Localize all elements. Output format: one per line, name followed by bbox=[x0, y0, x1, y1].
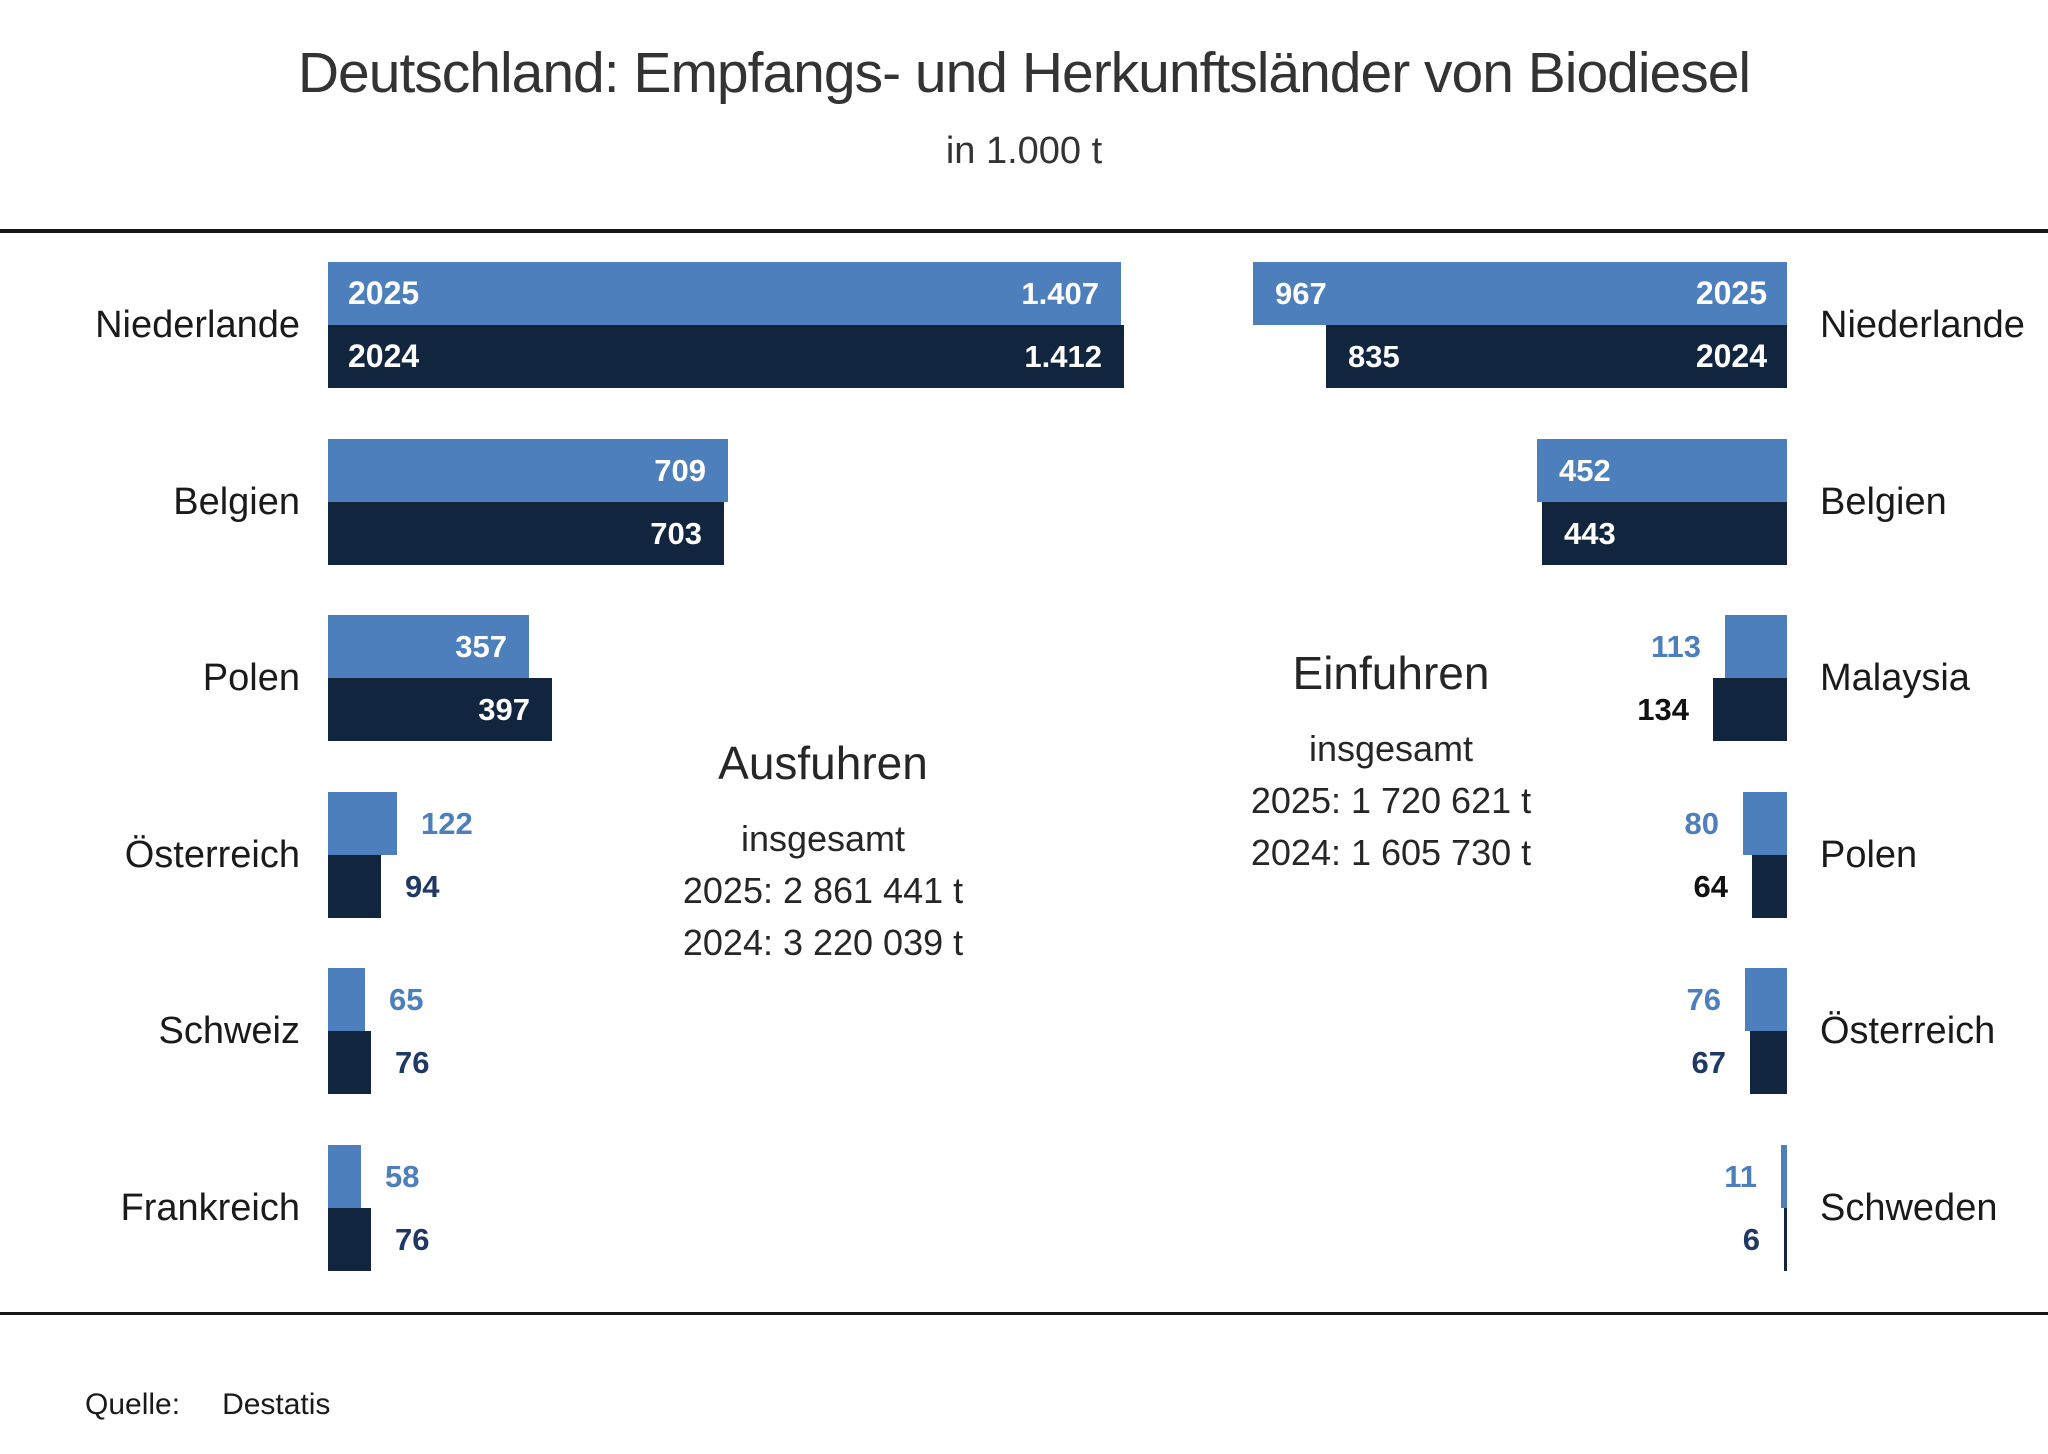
bar-2025-schweden bbox=[1781, 1145, 1787, 1208]
category-label-polen: Polen bbox=[202, 657, 300, 699]
exports-summary: Ausfuhren insgesamt 2025: 2 861 441 t 20… bbox=[523, 735, 1123, 969]
value-label-2024--sterreich: 67 bbox=[1691, 1045, 1726, 1080]
category-label-schweiz: Schweiz bbox=[158, 1010, 301, 1052]
value-label-2025-belgien: 452 bbox=[1559, 453, 1611, 488]
bar-2025--sterreich bbox=[1745, 968, 1787, 1031]
bar-2025-niederlande bbox=[328, 262, 1121, 325]
value-label-2024-frankreich: 76 bbox=[395, 1222, 430, 1257]
bar-2024--sterreich bbox=[1750, 1031, 1787, 1094]
exports-summary-title: Ausfuhren bbox=[718, 737, 928, 789]
year-label-2025-niederlande: 2025 bbox=[348, 275, 420, 311]
value-label-2024-belgien: 443 bbox=[1564, 516, 1616, 551]
bar-2024-niederlande bbox=[1326, 325, 1787, 388]
year-label-2024-niederlande: 2024 bbox=[348, 338, 420, 374]
value-label-2025-polen: 80 bbox=[1684, 806, 1719, 841]
bar-2024-schweden bbox=[1784, 1208, 1787, 1271]
bar-2025-belgien bbox=[328, 439, 728, 502]
bar-2024--sterreich bbox=[328, 855, 381, 918]
bar-2025-schweiz bbox=[328, 968, 365, 1031]
value-label-2024-schweiz: 76 bbox=[395, 1045, 430, 1080]
value-label-2024-niederlande: 835 bbox=[1348, 339, 1400, 374]
value-label-2024-schweden: 6 bbox=[1742, 1222, 1760, 1257]
source-value: Destatis bbox=[222, 1388, 331, 1421]
category-label-schweden: Schweden bbox=[1820, 1187, 1998, 1229]
category-label-belgien: Belgien bbox=[1820, 481, 1947, 523]
imports-summary: Einfuhren insgesamt 2025: 1 720 621 t 20… bbox=[1091, 645, 1691, 879]
category-label-polen: Polen bbox=[1820, 834, 1918, 876]
category-label-frankreich: Frankreich bbox=[120, 1187, 301, 1229]
category-label--sterreich: Österreich bbox=[124, 834, 300, 876]
value-label-2025-niederlande: 1.407 bbox=[1021, 276, 1099, 311]
bar-2024-schweiz bbox=[328, 1031, 371, 1094]
value-label-2024-niederlande: 1.412 bbox=[1024, 339, 1102, 374]
value-label-2025--sterreich: 122 bbox=[421, 806, 473, 841]
bar-2025-belgien bbox=[1537, 439, 1787, 502]
bar-2024-belgien bbox=[1542, 502, 1787, 565]
value-label-2025-niederlande: 967 bbox=[1275, 276, 1327, 311]
bar-2024-frankreich bbox=[328, 1208, 371, 1271]
imports-total-2025: 2025: 1 720 621 t bbox=[1250, 780, 1532, 821]
year-label-2025-niederlande: 2025 bbox=[1695, 275, 1767, 311]
value-label-2025-belgien: 709 bbox=[654, 453, 706, 488]
value-label-2024-polen: 64 bbox=[1693, 869, 1728, 904]
bar-2024-polen bbox=[1752, 855, 1787, 918]
bar-2024-malaysia bbox=[1713, 678, 1787, 741]
bar-2025-malaysia bbox=[1725, 615, 1787, 678]
value-label-2024-malaysia: 134 bbox=[1637, 692, 1689, 727]
value-label-2024-belgien: 703 bbox=[650, 516, 702, 551]
value-label-2024-polen: 397 bbox=[478, 692, 530, 727]
category-label-niederlande: Niederlande bbox=[95, 304, 300, 346]
value-label-2025-schweiz: 65 bbox=[389, 982, 424, 1017]
bar-2024-belgien bbox=[328, 502, 724, 565]
exports-summary-label: insgesamt bbox=[740, 818, 906, 859]
year-label-2024-niederlande: 2024 bbox=[1695, 338, 1767, 374]
page-title: Deutschland: Empfangs- und Herkunftsländ… bbox=[297, 41, 1751, 105]
value-label-2025-schweden: 11 bbox=[1724, 1159, 1757, 1194]
exports-total-2024: 2024: 3 220 039 t bbox=[682, 922, 964, 963]
bottom-divider bbox=[0, 1312, 2048, 1315]
imports-total-2024: 2024: 1 605 730 t bbox=[1250, 832, 1532, 873]
value-label-2025-malaysia: 113 bbox=[1650, 629, 1701, 664]
source-label: Quelle: bbox=[85, 1388, 181, 1421]
bar-2025-frankreich bbox=[328, 1145, 361, 1208]
value-label-2025-frankreich: 58 bbox=[385, 1159, 420, 1194]
source-line: Quelle: Destatis bbox=[85, 1388, 330, 1422]
category-label-malaysia: Malaysia bbox=[1820, 657, 1970, 699]
bar-2025--sterreich bbox=[328, 792, 397, 855]
value-label-2024--sterreich: 94 bbox=[405, 869, 440, 904]
bar-2025-polen bbox=[1743, 792, 1787, 855]
exports-total-2025: 2025: 2 861 441 t bbox=[682, 870, 964, 911]
value-label-2025--sterreich: 76 bbox=[1686, 982, 1721, 1017]
bar-2024-niederlande bbox=[328, 325, 1124, 388]
page-subtitle: in 1.000 t bbox=[945, 130, 1103, 172]
category-label-niederlande: Niederlande bbox=[1820, 304, 2025, 346]
imports-summary-title: Einfuhren bbox=[1292, 647, 1490, 699]
top-divider bbox=[0, 229, 2048, 233]
category-label--sterreich: Österreich bbox=[1820, 1010, 1996, 1052]
bar-2025-niederlande bbox=[1253, 262, 1787, 325]
value-label-2025-polen: 357 bbox=[455, 629, 507, 664]
imports-summary-label: insgesamt bbox=[1308, 728, 1474, 769]
bar-2025-polen bbox=[328, 615, 529, 678]
bar-2024-polen bbox=[328, 678, 552, 741]
category-label-belgien: Belgien bbox=[173, 481, 300, 523]
